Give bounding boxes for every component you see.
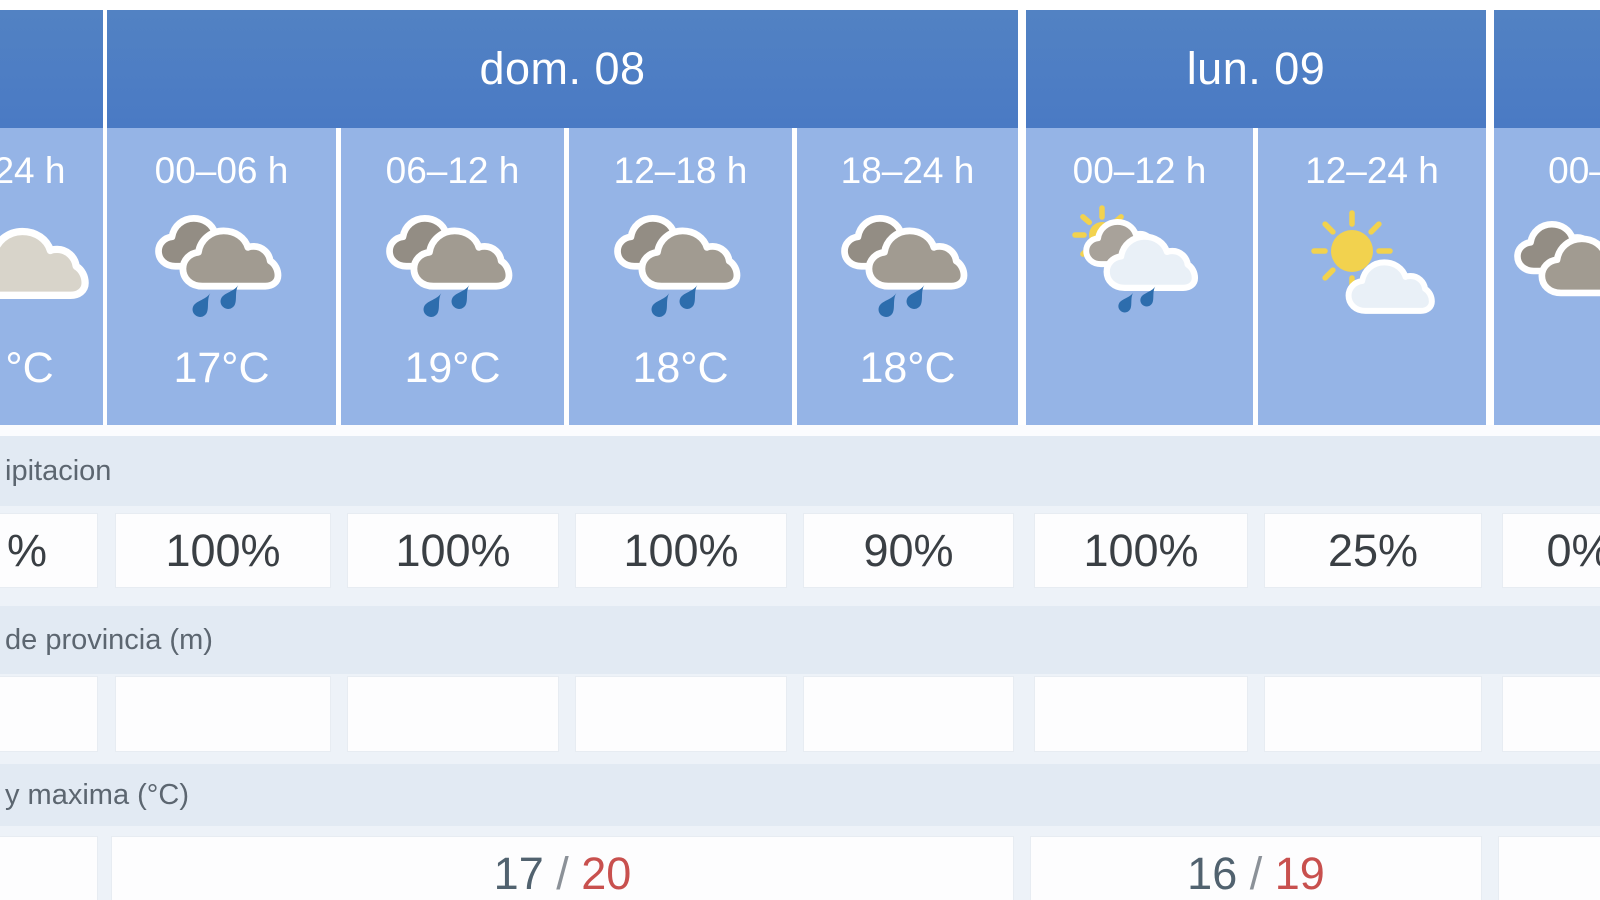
temperature-value: °C: [5, 344, 54, 392]
snow-level-label-band: de provincia (m): [0, 606, 1600, 674]
day-header: [0, 10, 103, 128]
precipitation-probability-value: %: [6, 524, 47, 576]
snow-level-cell: [803, 676, 1014, 752]
hour-range-label: 18–24 h: [840, 150, 975, 191]
min-temp: 16: [1187, 848, 1238, 899]
hour-range-label: 00–06 h: [154, 150, 289, 191]
precipitation-probability-cell: 100%: [1034, 513, 1248, 588]
temp-minmax-cell: [0, 836, 98, 900]
precipitation-probability-value: 100%: [395, 524, 511, 576]
temp-minmax-cell: 16 / 19: [1030, 836, 1482, 900]
minmax-separator: /: [1237, 848, 1275, 899]
snow-level-cell: [1502, 676, 1600, 752]
rain-clouds-icon: [152, 196, 292, 338]
precipitation-probability-cell: 100%: [575, 513, 787, 588]
temperature-value: 19°C: [404, 344, 501, 392]
temp-minmax-cell: [1498, 836, 1600, 900]
snow-level-cell: [347, 676, 559, 752]
temp-minmax-row-label: y maxima (°C): [5, 778, 189, 811]
precipitation-probability-value: 90%: [863, 524, 954, 576]
rain-clouds-icon: [383, 196, 523, 338]
hour-range-label: 24 h: [0, 150, 66, 191]
precipitation-probability-cell: 100%: [347, 513, 559, 588]
hour-column: 00–06 h 17°C: [107, 128, 336, 425]
snow-level-cell: [1034, 676, 1248, 752]
header-body-divider: [0, 425, 1600, 436]
dark-clouds-icon: [1509, 196, 1600, 338]
precipitation-probability-cell: 0%: [1502, 513, 1600, 588]
table-header-area: dom. 08 lun. 09 24 h °C 00–06 h 17°C 06–12 h 1…: [0, 0, 1600, 425]
precipitation-probability-value: 100%: [165, 524, 281, 576]
rain-clouds-icon: [838, 196, 978, 338]
minmax-separator: /: [543, 848, 582, 899]
day-header-label: dom. 08: [479, 43, 646, 94]
rain-clouds-icon: [611, 196, 751, 338]
hour-column: 00–12 h: [1026, 128, 1253, 425]
snow-level-cell: [575, 676, 787, 752]
precipitation-probability-value: 100%: [623, 524, 739, 576]
precipitation-probability-cell: %: [0, 513, 98, 588]
precipitation-label-band: ipitacion: [0, 436, 1600, 506]
precipitation-probability-cell: 25%: [1264, 513, 1482, 588]
hour-column: 12–18 h 18°C: [569, 128, 792, 425]
precipitation-probability-value: 25%: [1327, 524, 1419, 576]
temperature-value: 18°C: [632, 344, 729, 392]
hour-column: 00–: [1494, 128, 1600, 425]
day-header-label: lun. 09: [1186, 43, 1326, 94]
hour-column: 12–24 h: [1258, 128, 1486, 425]
temp-minmax-cell: 17 / 20: [111, 836, 1014, 900]
min-temp: 17: [493, 848, 544, 899]
hour-column: 06–12 h 19°C: [341, 128, 564, 425]
hour-range-label: 00–12 h: [1072, 150, 1207, 191]
precipitation-row-label: ipitacion: [5, 454, 112, 487]
hour-column: 18–24 h 18°C: [797, 128, 1018, 425]
temp-minmax-value: 16 / 19: [1187, 848, 1325, 900]
max-temp: 19: [1274, 848, 1325, 899]
hour-range-label: 12–24 h: [1305, 150, 1439, 191]
temperature-value: 17°C: [173, 344, 270, 392]
snow-level-cell: [115, 676, 331, 752]
hour-range-label: 00–: [1548, 150, 1600, 191]
sun-cloud-rain-icon: [1070, 196, 1210, 338]
hour-range-label: 06–12 h: [385, 150, 520, 191]
precipitation-probability-cell: 100%: [115, 513, 331, 588]
temp-minmax-value: 17 / 20: [494, 848, 632, 900]
day-header: dom. 08: [107, 10, 1018, 128]
snow-level-cell: [1264, 676, 1482, 752]
sun-cloud-icon: [1302, 196, 1442, 338]
hour-column: 24 h °C: [0, 128, 103, 425]
precipitation-probability-value: 0%: [1546, 524, 1600, 576]
max-temp: 20: [581, 848, 632, 899]
temperature-value: 18°C: [859, 344, 956, 392]
day-header: [1494, 10, 1600, 128]
snow-level-row-label: de provincia (m): [5, 623, 213, 656]
precipitation-probability-cell: 90%: [803, 513, 1014, 588]
temp-minmax-label-band: y maxima (°C): [0, 764, 1600, 826]
day-header: lun. 09: [1026, 10, 1486, 128]
hour-range-label: 12–18 h: [613, 150, 748, 191]
cloud-icon: [0, 196, 100, 338]
precipitation-probability-value: 100%: [1083, 524, 1199, 576]
snow-level-cell: [0, 676, 98, 752]
